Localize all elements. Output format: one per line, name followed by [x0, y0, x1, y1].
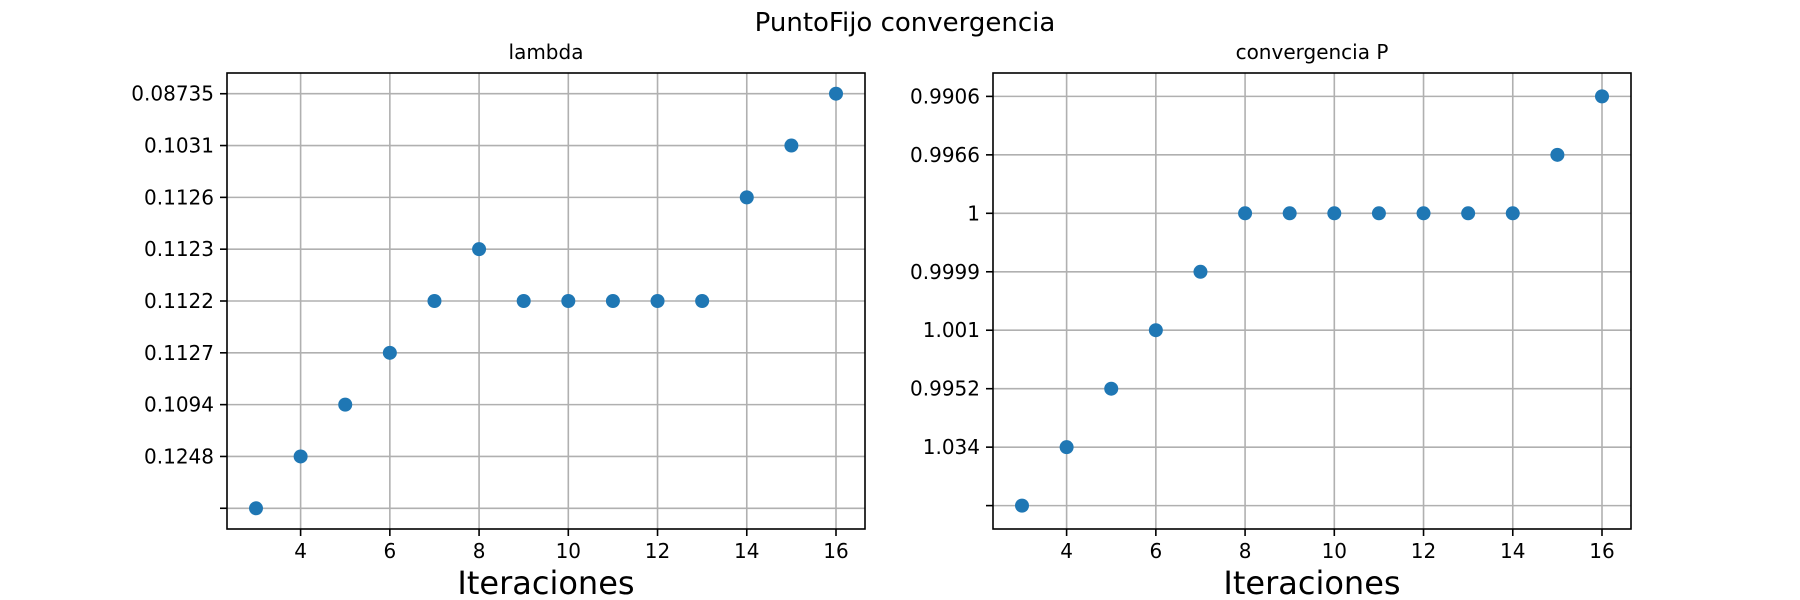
chart-0-ytick-label-5: 0.1123: [144, 237, 214, 261]
chart-1-point-9: [1417, 206, 1431, 220]
chart-0-point-2: [338, 398, 352, 412]
chart-1-point-8: [1372, 206, 1386, 220]
chart-0-point-5: [472, 242, 486, 256]
figure-title: PuntoFijo convergencia: [755, 8, 1056, 38]
chart-0-xtick-label-10: 10: [556, 539, 581, 563]
chart-1-point-1: [1060, 440, 1074, 454]
chart-1-point-10: [1461, 206, 1475, 220]
chart-1-xtick-label-12: 12: [1411, 539, 1436, 563]
chart-0-ytick-label-1: 0.1248: [144, 444, 214, 468]
chart-1-ytick-label-4: 0.9999: [910, 260, 980, 284]
chart-0-point-10: [695, 294, 709, 308]
chart-0-xtick-label-12: 12: [645, 539, 670, 563]
chart-0-xtick-label-16: 16: [823, 539, 848, 563]
chart-0-point-11: [740, 190, 754, 204]
chart-1-xtick-label-10: 10: [1322, 539, 1347, 563]
chart-1-ytick-label-5: 1: [967, 201, 980, 225]
chart-0-ytick-label-7: 0.1031: [144, 134, 214, 158]
chart-0-ytick-label-6: 0.1126: [144, 185, 214, 209]
chart-1-point-3: [1149, 323, 1163, 337]
chart-1-point-4: [1193, 265, 1207, 279]
chart-1-xtick-label-8: 8: [1239, 539, 1252, 563]
chart-0-point-9: [651, 294, 665, 308]
chart-1-ytick-label-2: 0.9952: [910, 377, 980, 401]
chart-0-ytick-label-4: 0.1122: [144, 289, 214, 313]
chart-1-point-5: [1238, 206, 1252, 220]
chart-1-ytick-label-1: 1.034: [923, 435, 980, 459]
chart-0-xtick-label-6: 6: [383, 539, 396, 563]
chart-0-ytick-label-3: 0.1127: [144, 341, 214, 365]
chart-1-point-0: [1015, 499, 1029, 513]
chart-1-point-13: [1595, 89, 1609, 103]
chart-0-title: lambda: [509, 40, 584, 64]
chart-1-ytick-label-3: 1.001: [923, 318, 980, 342]
chart-1-ytick-label-7: 0.9906: [910, 84, 980, 108]
chart-1-point-12: [1550, 148, 1564, 162]
chart-1-point-11: [1506, 206, 1520, 220]
chart-1-point-6: [1283, 206, 1297, 220]
chart-0-point-0: [249, 501, 263, 515]
chart-0-ytick-label-2: 0.1094: [144, 393, 214, 417]
chart-0-point-12: [784, 139, 798, 153]
chart-1-point-2: [1104, 382, 1118, 396]
chart-1-xtick-label-16: 16: [1589, 539, 1614, 563]
lambda-scatter-panel: lambda 4 6 8 10 12 14 16 0.1248 0.1094 0.1127 0.112…: [131, 40, 865, 600]
chart-0-point-7: [561, 294, 575, 308]
chart-1-point-7: [1327, 206, 1341, 220]
chart-0-point-6: [517, 294, 531, 308]
chart-1-ytick-label-6: 0.9966: [910, 143, 980, 167]
chart-0-point-3: [383, 346, 397, 360]
chart-0-point-8: [606, 294, 620, 308]
chart-1-xtick-label-6: 6: [1149, 539, 1162, 563]
chart-0-xtick-label-4: 4: [294, 539, 307, 563]
chart-1-axes-frame: [993, 73, 1631, 529]
chart-0-point-1: [294, 449, 308, 463]
chart-0-point-13: [829, 87, 843, 101]
chart-0-xtick-label-14: 14: [734, 539, 759, 563]
chart-0-ytick-label-8: 0.08735: [131, 82, 214, 106]
chart-0-xtick-label-8: 8: [473, 539, 486, 563]
chart-0-xlabel: Iteraciones: [457, 564, 634, 600]
chart-1-xtick-label-14: 14: [1500, 539, 1525, 563]
chart-1-xtick-label-4: 4: [1060, 539, 1073, 563]
chart-1-xlabel: Iteraciones: [1223, 564, 1400, 600]
convergencia-p-scatter-panel: convergencia P 4 6 8 10 12 14 16 1.034 0.9952 1.00…: [910, 40, 1631, 600]
chart-0-point-4: [427, 294, 441, 308]
chart-1-title: convergencia P: [1236, 40, 1389, 64]
